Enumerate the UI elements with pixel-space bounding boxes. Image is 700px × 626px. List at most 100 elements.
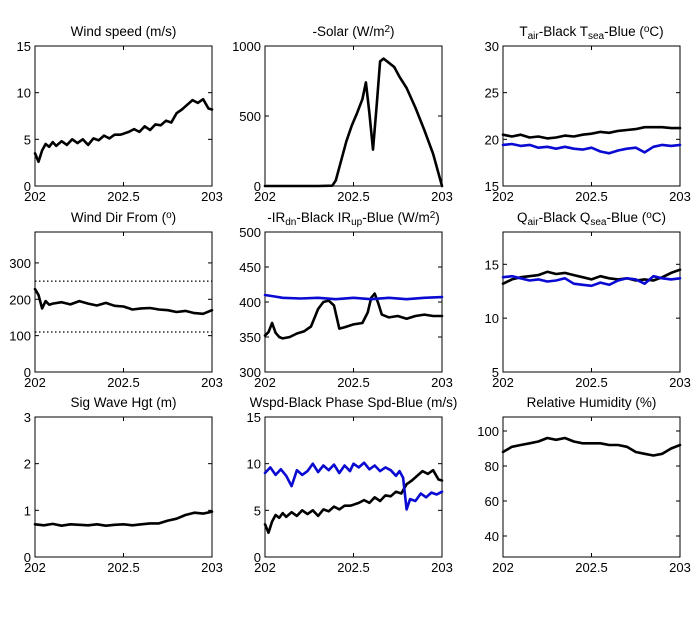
x-tick-label: 202 xyxy=(24,189,46,204)
series-line-1 xyxy=(33,510,214,528)
title-part: dn xyxy=(285,217,296,228)
subplot-title: Relative Humidity (%) xyxy=(527,395,657,410)
y-tick-label: 100 xyxy=(477,424,499,439)
title-part: Wind Dir From ( xyxy=(71,210,167,225)
series-line-2 xyxy=(263,461,444,511)
series-line-1 xyxy=(263,292,444,340)
y-tick-label: 5 xyxy=(254,503,261,518)
series-line-1 xyxy=(263,468,444,535)
x-tick-label: 203 xyxy=(201,189,223,204)
subplot-9: Relative Humidity (%) 40 60 80 100 202 202.5 20… xyxy=(477,395,691,575)
y-tick-label: 5 xyxy=(24,132,31,147)
y-tick-label: 0 xyxy=(254,550,261,565)
title-part: air xyxy=(528,31,540,42)
x-tick-label: 203 xyxy=(669,560,691,575)
y-tick-label: 20 xyxy=(485,132,499,147)
axes-frame xyxy=(264,45,443,187)
x-tick-label: 202 xyxy=(24,560,46,575)
title-part: C) xyxy=(652,210,666,225)
title-part: -Black Q xyxy=(539,210,591,225)
series-line-1 xyxy=(501,125,682,140)
title-part: Relative Humidity (%) xyxy=(527,395,657,410)
subplot-title: Sig Wave Hgt (m) xyxy=(70,395,176,410)
y-tick-label: 15 xyxy=(17,39,31,54)
y-tick-label: 15 xyxy=(485,179,499,194)
y-tick-label: 5 xyxy=(492,365,499,380)
title-part: ) xyxy=(390,24,395,39)
title-part: -IR xyxy=(267,210,285,225)
subplot-7: Sig Wave Hgt (m) 0 1 2 3 202 202.5 203 xyxy=(24,395,223,575)
subplot-title: Wind speed (m/s) xyxy=(71,24,177,39)
y-tick-label: 0 xyxy=(24,550,31,565)
subplot-4: Wind Dir From (o) 0 100 200 300 202 202.5 203 xyxy=(9,210,223,390)
y-tick-label: 500 xyxy=(239,225,261,240)
y-tick-label: 2 xyxy=(24,457,31,472)
title-part: o xyxy=(646,210,652,221)
x-tick-label: 202 xyxy=(492,560,514,575)
axes-frame xyxy=(502,231,681,373)
subplot-3: Tair-Black Tsea-Blue (oC) 15 20 25 30 202 202.… xyxy=(485,24,691,204)
y-tick-label: 450 xyxy=(239,260,261,275)
title-part: -Blue (W/m xyxy=(362,210,430,225)
x-tick-label: 203 xyxy=(201,560,223,575)
x-tick-label: 203 xyxy=(201,375,223,390)
series-line-1 xyxy=(33,97,214,163)
x-tick-label: 202 xyxy=(492,189,514,204)
series-line-1 xyxy=(33,287,214,316)
title-part: T xyxy=(519,24,527,39)
x-tick-label: 202 xyxy=(254,560,276,575)
y-tick-label: 0 xyxy=(254,179,261,194)
series-line-2 xyxy=(263,293,444,301)
x-tick-label: 203 xyxy=(669,375,691,390)
title-part: -Black T xyxy=(539,24,588,39)
title-part: ) xyxy=(435,210,440,225)
y-tick-label: 1 xyxy=(24,503,31,518)
y-tick-label: 500 xyxy=(239,109,261,124)
title-part: -Blue ( xyxy=(604,24,644,39)
x-tick-label: 202.5 xyxy=(337,375,370,390)
title-part: C) xyxy=(649,24,663,39)
x-tick-label: 203 xyxy=(431,189,453,204)
y-tick-label: 3 xyxy=(24,410,31,425)
x-tick-label: 203 xyxy=(431,560,453,575)
title-part: ) xyxy=(172,210,177,225)
x-tick-label: 203 xyxy=(431,375,453,390)
y-tick-label: 10 xyxy=(485,311,499,326)
y-tick-label: 10 xyxy=(247,457,261,472)
y-tick-label: 400 xyxy=(239,295,261,310)
series-line-1 xyxy=(263,57,444,188)
x-tick-label: 202.5 xyxy=(575,375,608,390)
title-part: Sig Wave Hgt (m) xyxy=(70,395,176,410)
y-tick-label: 30 xyxy=(485,39,499,54)
x-tick-label: 202 xyxy=(254,375,276,390)
subplot-title: -Solar (W/m2) xyxy=(312,24,394,39)
axes-frame xyxy=(34,45,213,187)
y-tick-label: 15 xyxy=(485,257,499,272)
x-tick-label: 202.5 xyxy=(337,189,370,204)
title-part: air xyxy=(527,217,539,228)
subplot-title: Tair-Black Tsea-Blue (oC) xyxy=(519,24,663,42)
title-part: sea xyxy=(588,31,605,42)
subplot-title: Qair-Black Qsea-Blue (oC) xyxy=(517,210,666,228)
y-tick-label: 25 xyxy=(485,86,499,101)
y-tick-label: 300 xyxy=(9,256,31,271)
axes-frame xyxy=(34,416,213,558)
y-tick-label: 0 xyxy=(24,179,31,194)
x-tick-label: 203 xyxy=(669,189,691,204)
y-tick-label: 1000 xyxy=(232,39,261,54)
subplot-2: -Solar (W/m2) 0 500 1000 202 202.5 203 xyxy=(232,24,453,204)
title-part: 2 xyxy=(384,24,390,35)
subplot-6: Qair-Black Qsea-Blue (oC) 5 10 15 202 202.5 20… xyxy=(485,210,691,390)
x-tick-label: 202 xyxy=(492,375,514,390)
subplot-title: -IRdn-Black IRup-Blue (W/m2) xyxy=(267,210,440,228)
y-tick-label: 40 xyxy=(485,529,499,544)
x-tick-label: 202 xyxy=(24,375,46,390)
axes-frame xyxy=(264,231,443,373)
title-part: o xyxy=(644,24,650,35)
y-tick-label: 15 xyxy=(247,410,261,425)
y-tick-label: 0 xyxy=(24,365,31,380)
title-part: o xyxy=(166,210,172,221)
y-tick-label: 100 xyxy=(9,329,31,344)
title-part: -Solar (W/m xyxy=(312,24,384,39)
